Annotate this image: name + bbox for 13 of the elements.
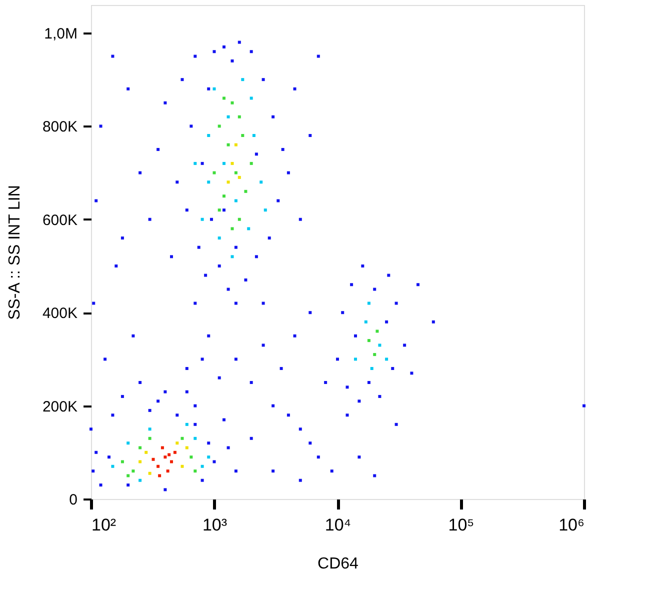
y-tick-label: 400K [42, 305, 78, 322]
x-tick-label: 10⁶ [558, 516, 584, 534]
x-tick-label: 10⁴ [324, 516, 352, 534]
x-tick-label: 10² [92, 516, 116, 534]
y-tick-label: 200K [42, 398, 78, 416]
x-tick-label: 10⁵ [448, 516, 474, 534]
y-tick-label: 800K [42, 118, 78, 136]
x-tick-label: 10³ [202, 516, 228, 534]
y-tick-label: 1,0M [44, 25, 78, 42]
y-tick-label: 600K [42, 212, 78, 229]
y-axis-title: SS-A :: SS INT LIN [6, 185, 24, 320]
x-axis-title: CD64 [318, 556, 359, 572]
y-tick-label: 0 [69, 492, 78, 508]
